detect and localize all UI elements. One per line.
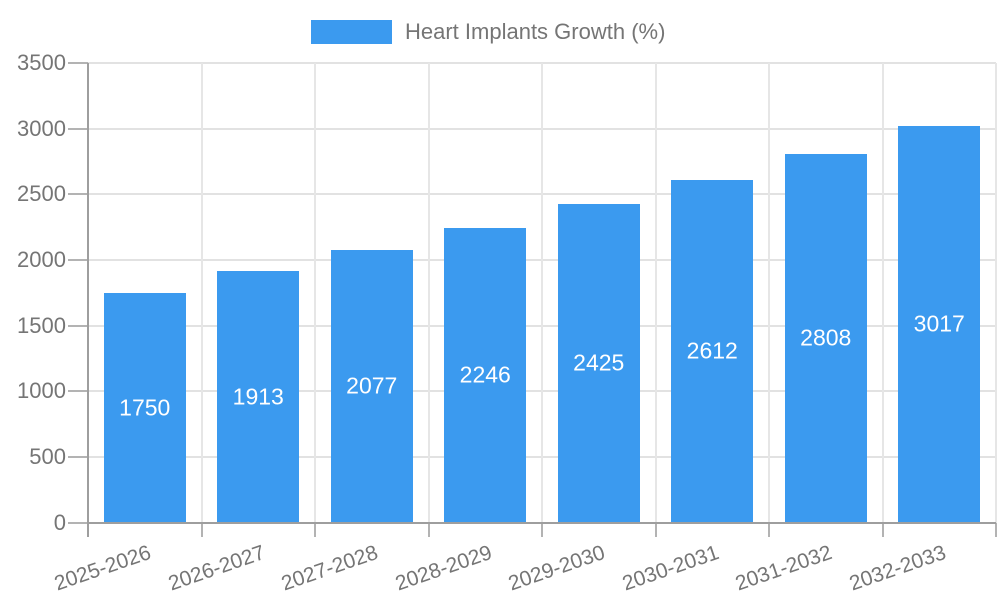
y-axis-tick: [68, 127, 88, 130]
y-axis-tick-label: 1500: [17, 312, 66, 338]
bar-2030-2031[interactable]: 2612: [671, 179, 754, 523]
x-gridline: [541, 63, 543, 523]
y-axis-tick: [68, 324, 88, 327]
bar-2028-2029[interactable]: 2246: [444, 227, 527, 523]
x-axis-tick: [881, 522, 884, 537]
x-axis-tick: [654, 522, 657, 537]
bar-2025-2026[interactable]: 1750: [103, 292, 186, 523]
x-axis-label-2032-2033: 2032-2033: [846, 541, 949, 596]
x-gridline: [314, 63, 316, 523]
y-axis-tick: [68, 521, 88, 524]
legend-swatch-icon: [311, 20, 392, 44]
x-gridline: [654, 63, 657, 523]
x-axis-tick: [427, 522, 430, 537]
chart-legend: Heart Implants Growth (%): [311, 19, 665, 45]
legend-label: Heart Implants Growth (%): [405, 19, 666, 44]
x-axis-label-2031-2032: 2031-2032: [732, 541, 836, 596]
x-axis-label-2025-2026: 2025-2026: [51, 541, 155, 596]
x-axis-tick: [200, 522, 203, 537]
bar-2026-2027[interactable]: 1913: [217, 271, 300, 523]
y-axis-line: [87, 63, 89, 537]
bar-2027-2028[interactable]: 2077: [330, 249, 413, 523]
bar-value-label: 1913: [232, 383, 284, 410]
bar-2032-2033[interactable]: 3017: [898, 126, 981, 523]
x-axis-label-2027-2028: 2027-2028: [278, 541, 382, 596]
bar-2029-2030[interactable]: 2425: [557, 204, 640, 523]
y-axis-tick: [68, 193, 88, 196]
x-axis-label-2030-2031: 2030-2031: [619, 541, 722, 596]
y-axis-tick-label: 2000: [17, 246, 66, 272]
x-axis-tick: [768, 522, 770, 537]
x-axis-tick: [995, 522, 997, 537]
x-gridline: [427, 63, 430, 523]
y-axis-tick-label: 3500: [17, 50, 66, 75]
bar-value-label: 3017: [913, 310, 965, 337]
x-axis-tick: [541, 522, 543, 537]
x-gridline: [881, 63, 884, 523]
y-axis-tick-label: 1000: [17, 378, 66, 404]
bar-value-label: 2246: [459, 361, 511, 388]
x-axis-line: [88, 521, 996, 524]
x-axis-label-2029-2030: 2029-2030: [505, 541, 609, 596]
bar-value-label: 2808: [800, 324, 852, 351]
y-axis-tick-label: 500: [29, 443, 66, 469]
x-axis-label-2026-2027: 2026-2027: [165, 541, 268, 596]
y-axis-tick-label: 3000: [17, 115, 66, 141]
bar-value-label: 1750: [119, 394, 171, 421]
y-axis-tick: [68, 455, 88, 458]
bar-value-label: 2077: [346, 372, 398, 399]
x-axis-tick: [314, 522, 316, 537]
y-axis-tick: [68, 390, 88, 393]
y-axis-tick: [68, 62, 88, 64]
bar-value-label: 2612: [686, 337, 738, 364]
bar-value-label: 2425: [573, 349, 625, 376]
y-axis-tick: [68, 258, 88, 261]
y-axis-tick-label: 0: [53, 509, 66, 535]
x-gridline: [768, 63, 770, 523]
bar-2031-2032[interactable]: 2808: [784, 153, 867, 523]
x-axis-label-2028-2029: 2028-2029: [392, 541, 495, 596]
x-gridline: [200, 63, 203, 523]
x-gridline: [995, 63, 997, 523]
y-axis-tick-label: 2500: [17, 181, 66, 207]
